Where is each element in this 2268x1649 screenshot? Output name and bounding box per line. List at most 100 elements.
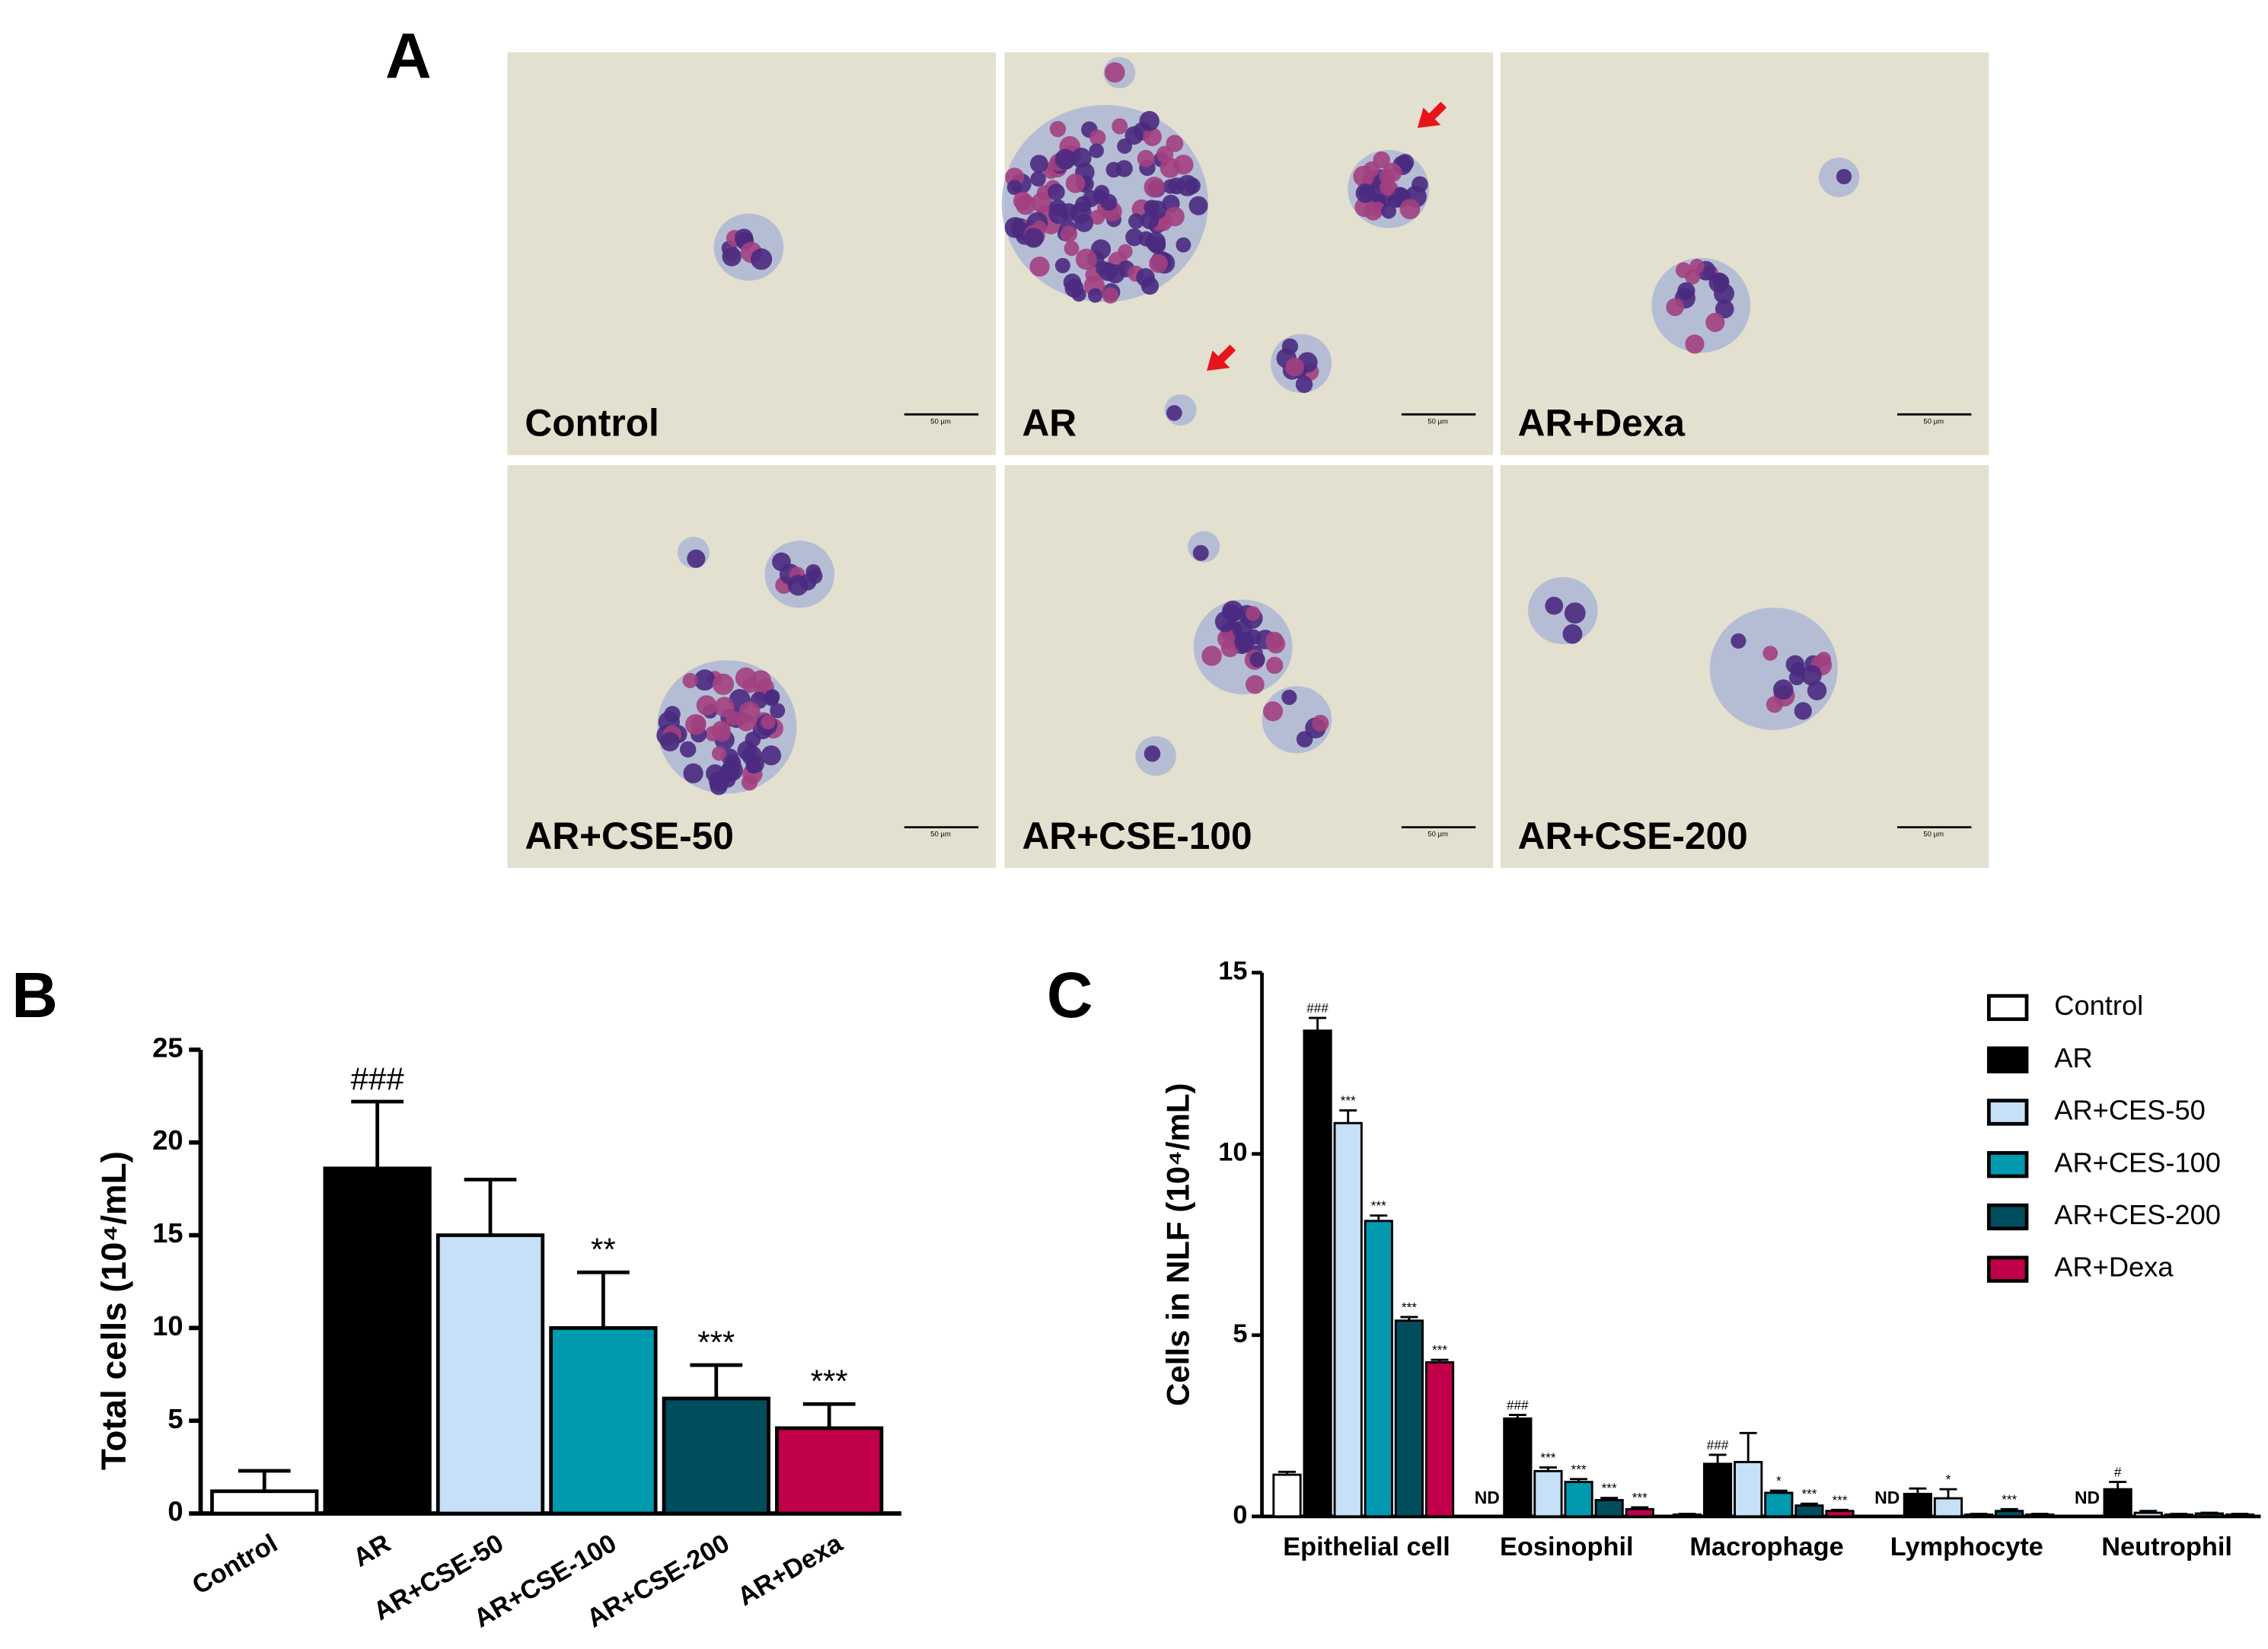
cell-nucleus [1118,244,1133,260]
cell-nucleus [1281,689,1297,705]
cell-nucleus [712,673,735,695]
image-label: AR+CSE-100 [1022,815,1252,857]
x-tick-label: Lymphocyte [1890,1533,2043,1561]
significance: # [2114,1465,2122,1480]
legend-swatch [1986,1099,2029,1126]
cell-nucleus [1246,675,1265,694]
x-tick-label: Epithelial cell [1283,1533,1450,1561]
cell-nucleus [1246,606,1261,621]
error-bar [802,1402,856,1428]
bar [2133,1511,2163,1518]
cell-nucleus [1029,257,1050,277]
cell-nucleus [685,713,707,735]
cell-nucleus [1100,193,1118,211]
cell-nucleus [1807,681,1827,700]
bar [1333,1121,1363,1518]
scale-bar-label: 50 µm [1923,831,1944,839]
cell-nucleus [1070,148,1092,168]
bar [1303,1029,1332,1518]
cell-nucleus [1281,338,1298,355]
bar [2103,1488,2132,1518]
bar [1272,1473,1302,1518]
cell-nucleus [1075,213,1094,232]
cell-nucleus [1220,639,1239,658]
cell-cytoplasm [1528,576,1598,645]
significance: *** [811,1364,848,1399]
error-bar [1600,1497,1619,1501]
cell-nucleus [1144,177,1166,198]
arrow [1417,101,1447,129]
error-bar [238,1469,291,1491]
legend-swatch [1986,1151,2029,1179]
significance: ### [1507,1398,1529,1413]
bar [1364,1220,1393,1518]
cell-nucleus [1353,165,1375,187]
panel-label: A [385,20,432,91]
error-bar [1909,1487,1927,1494]
cell-nucleus [1156,145,1174,164]
cell-nucleus [1006,180,1022,196]
significance: *** [1341,1093,1356,1108]
cell-nucleus [1125,228,1144,247]
cell-nucleus [1265,656,1284,675]
bar [1703,1462,1733,1518]
cell-nucleus [1089,129,1106,146]
significance: ### [1707,1437,1729,1453]
error-bar [1678,1513,1696,1515]
legend-swatch [1986,994,2029,1022]
bar [1394,1319,1424,1518]
significance: *** [1832,1492,1847,1507]
cell-nucleus [1054,148,1076,170]
error-bar [690,1363,743,1399]
x-tick-label: Eosinophil [1500,1533,1634,1561]
bar [1764,1491,1794,1518]
cell-nucleus [711,720,731,740]
cell-nucleus [1312,714,1329,732]
cell-nucleus [1714,283,1734,305]
cell-nucleus [709,770,729,792]
legend-swatch [1986,1046,2029,1073]
panel-label: C [1047,959,1093,1031]
cell-nucleus [1124,126,1144,145]
cell-nucleus [1104,62,1125,83]
cell-nucleus [1143,127,1162,146]
cell-nucleus [1060,225,1078,243]
cell-nucleus [696,695,717,716]
cell-nucleus [761,745,782,766]
cell-nucleus [1089,143,1104,158]
cell-nucleus [1064,241,1080,257]
panel-label: B [11,959,58,1031]
cell-nucleus [1144,745,1161,762]
cell-nucleus [799,573,817,591]
cell-nucleus [1115,160,1133,177]
cell-nucleus [1144,199,1160,215]
cell-nucleus [1214,611,1236,633]
cell-nucleus [1677,282,1695,300]
significance: ### [351,1061,405,1096]
image-label: AR+Dexa [1518,402,1686,445]
error-bar [1800,1502,1818,1506]
image-label: AR+CSE-50 [525,815,734,857]
scale-bar-label: 50 µm [930,831,951,839]
cell-nucleus [687,549,706,568]
cell-nucleus [1145,231,1166,253]
cell-nucleus [1149,254,1168,273]
scale-bar-label: 50 µm [930,417,951,426]
cell-nucleus [1285,357,1304,377]
error-bar [2109,1481,2127,1490]
cell-nucleus [1192,544,1209,561]
cell-nucleus [1689,258,1705,274]
y-tick-label: 15 [1218,957,1247,986]
cell-nucleus [1249,652,1265,668]
significance: *** [1602,1481,1617,1496]
bar [775,1426,884,1516]
cell-nucleus [1031,192,1053,213]
image-label: Control [525,402,659,445]
y-tick-label: 15 [152,1217,183,1249]
cell-nucleus [1184,177,1201,194]
not-detected: ND [2075,1488,2100,1507]
legend-label: AR [2054,1042,2092,1073]
cell-nucleus [1380,179,1396,196]
x-tick-label: AR [348,1529,395,1573]
